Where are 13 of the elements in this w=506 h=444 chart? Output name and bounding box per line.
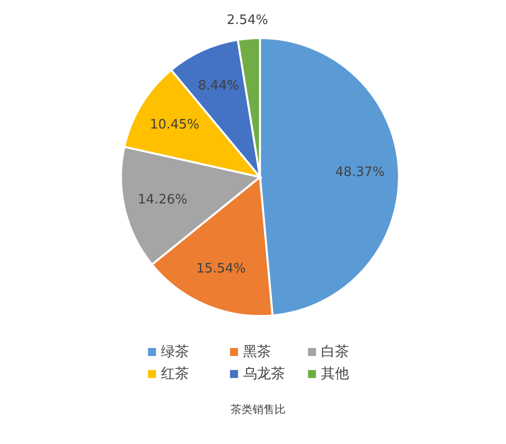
legend-label: 黑茶: [243, 344, 271, 360]
legend-label: 白茶: [321, 344, 349, 360]
data-label: 14.26%: [138, 192, 188, 208]
data-label: 2.54%: [226, 13, 268, 28]
data-label: 15.54%: [196, 262, 246, 277]
legend-label: 绿茶: [161, 344, 189, 360]
text: 茶类销售比: [230, 403, 286, 416]
legend-label: 其他: [321, 366, 349, 382]
data-label: 48.37%: [335, 165, 385, 180]
data-label: 8.44%: [198, 78, 240, 94]
legend-label: 红茶: [161, 366, 189, 382]
legend-label: 乌龙茶: [243, 366, 285, 382]
data-label: 10.45%: [150, 117, 200, 132]
